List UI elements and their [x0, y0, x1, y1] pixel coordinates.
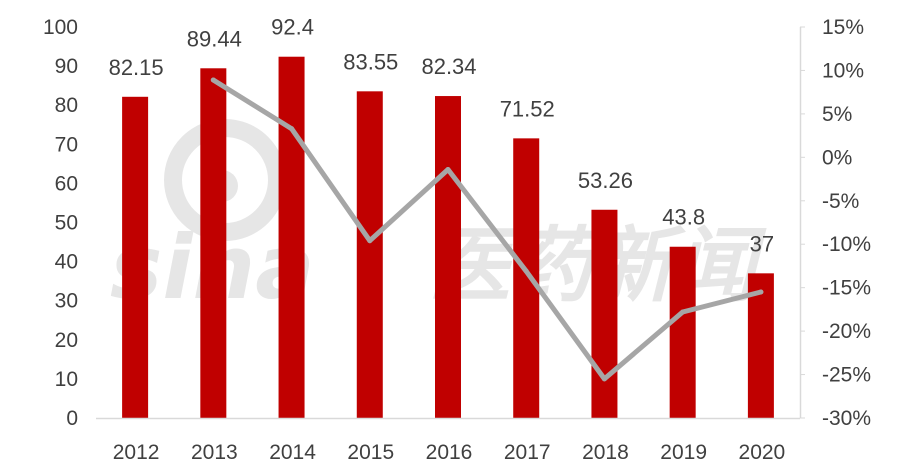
bar-2015 [356, 91, 383, 418]
bar-2013 [200, 68, 227, 418]
y-right-tick-label: -10% [822, 233, 871, 256]
y-left-tick-label: 90 [55, 55, 78, 78]
y-right-tick-label: -15% [822, 277, 871, 300]
growth-point-2015 [367, 238, 373, 244]
growth-line-series [210, 77, 764, 382]
y-left-tick-label: 40 [55, 251, 78, 274]
x-tick-label: 2019 [660, 441, 707, 464]
x-tick-label: 2017 [504, 441, 551, 464]
data-label-2018: 53.26 [578, 168, 633, 193]
bar-2019 [669, 246, 696, 418]
y-left-tick-label: 10 [55, 368, 78, 391]
x-tick-label: 2012 [113, 441, 160, 464]
data-label-2014: 92.4 [271, 15, 314, 40]
growth-point-2014 [289, 126, 295, 132]
data-label-2013: 89.44 [187, 26, 242, 51]
growth-point-2017 [523, 268, 529, 274]
data-label-2016: 82.34 [421, 54, 476, 79]
y-left-tick-label: 30 [55, 290, 78, 313]
y-right-tick-label: -30% [822, 407, 871, 430]
growth-point-2019 [680, 309, 686, 315]
y-right-tick-label: 0% [822, 146, 852, 169]
data-label-2019: 43.8 [662, 205, 705, 230]
y-right-tick-label: 15% [822, 16, 864, 39]
axes: 0 10 20 30 40 50 60 70 80 90 100 15% 10% 5% 0% -5% -10% -… [43, 16, 871, 464]
bar-2017 [513, 138, 540, 418]
x-tick-label: 2020 [739, 441, 786, 464]
y-right-tick-label: 5% [822, 103, 852, 126]
data-label-2017: 71.52 [500, 96, 555, 121]
y-right-tick-label: -20% [822, 320, 871, 343]
growth-point-2013 [210, 77, 216, 83]
y-left-tick-label: 60 [55, 172, 78, 195]
growth-line [210, 77, 764, 382]
x-tick-label: 2015 [347, 441, 394, 464]
y-left-tick-label: 70 [55, 133, 78, 156]
bar-2018 [591, 209, 618, 418]
data-label-2012: 82.15 [109, 55, 164, 80]
bar-series [122, 56, 774, 418]
growth-point-2020 [758, 289, 764, 295]
growth-point-2016 [445, 166, 451, 172]
bar-2014 [278, 56, 305, 418]
x-tick-label: 2013 [191, 441, 238, 464]
data-label-2015: 83.55 [343, 49, 398, 74]
x-tick-label: 2016 [426, 441, 473, 464]
y-right-tick-label: -5% [822, 190, 859, 213]
y-left-tick-label: 0 [66, 407, 78, 430]
bar-2016 [435, 96, 461, 418]
y-left-tick-label: 20 [55, 329, 78, 352]
y-left-tick-label: 100 [43, 16, 78, 39]
y-left-tick-label: 80 [55, 94, 78, 117]
y-right-tick-label: -25% [822, 364, 871, 387]
bar-2020 [747, 273, 774, 418]
y-right-tick-label: 10% [822, 59, 864, 82]
y-left-tick-label: 50 [55, 212, 78, 235]
data-labels: 82.15 89.44 92.4 83.55 82.34 71.52 53.26 43.8 37 [109, 15, 775, 257]
bar-2012 [122, 96, 149, 418]
x-tick-label: 2018 [582, 441, 629, 464]
x-tick-label: 2014 [269, 441, 316, 464]
data-label-2020: 37 [750, 231, 774, 256]
growth-point-2018 [601, 376, 607, 382]
